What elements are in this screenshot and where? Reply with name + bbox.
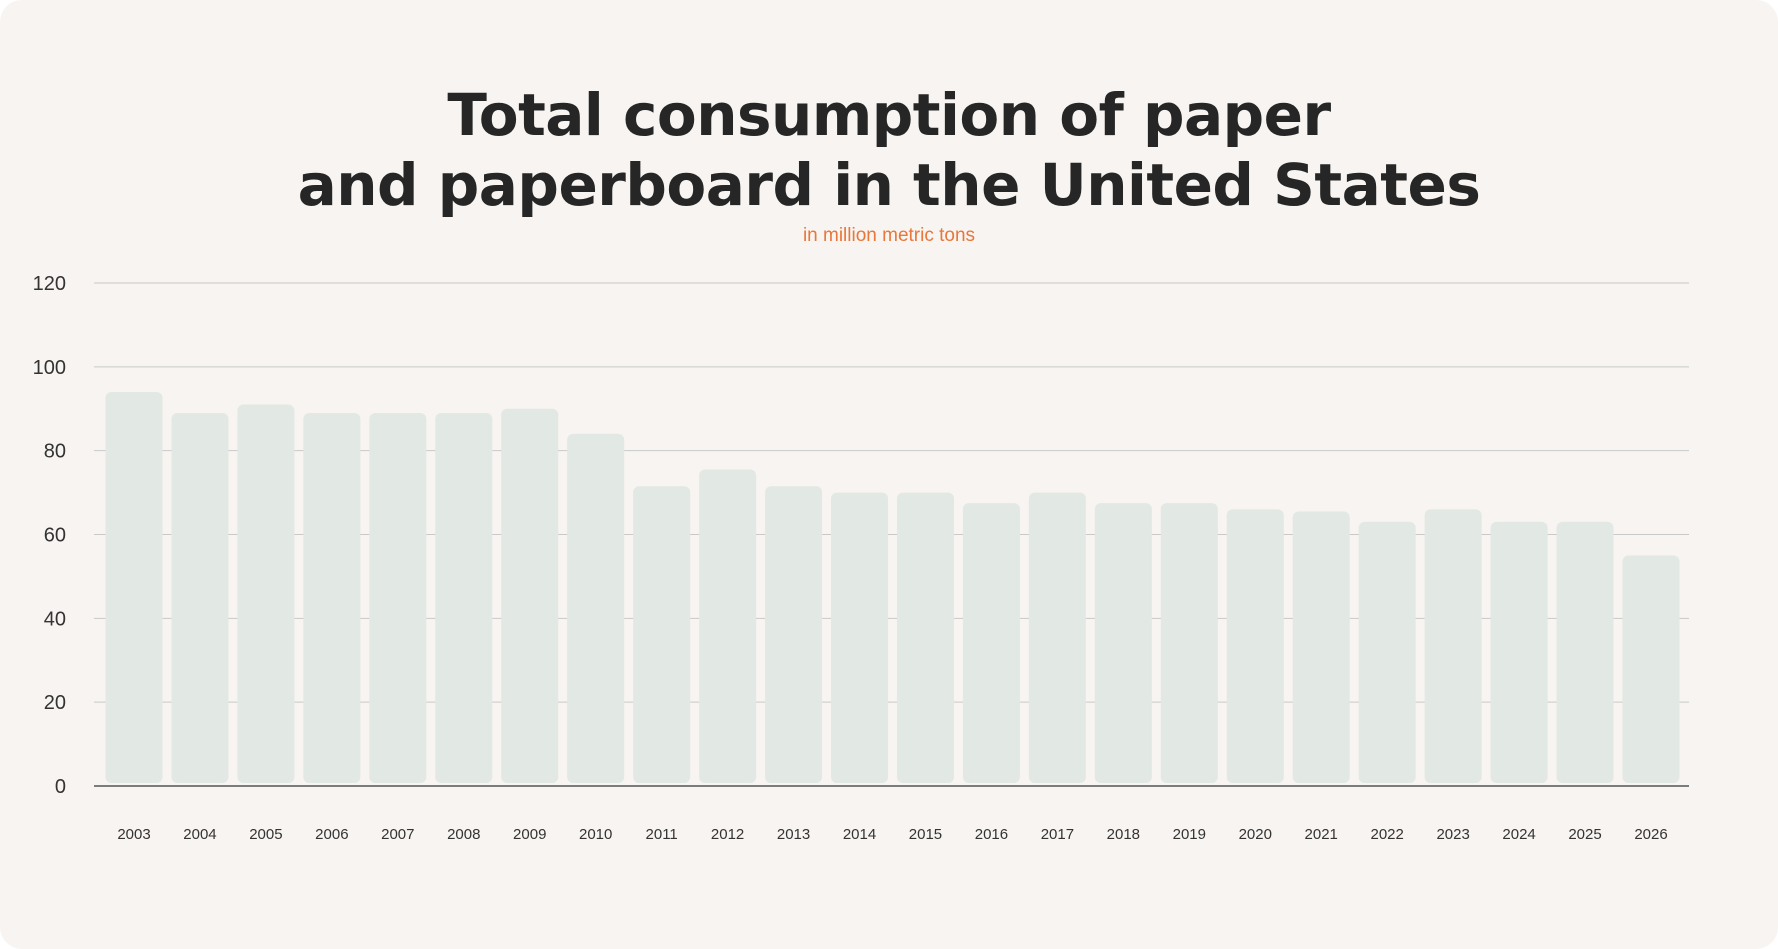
y-tick-label: 80 (44, 441, 66, 463)
x-tick-label: 2016 (975, 826, 1008, 843)
bar (369, 412, 427, 783)
bar (1556, 521, 1614, 783)
x-tick-label: 2022 (1370, 826, 1403, 843)
chart-subtitle: in million metric tons (802, 225, 976, 246)
y-tick-label: 40 (44, 608, 66, 630)
bar (962, 503, 1020, 783)
y-tick-label: 60 (44, 525, 66, 547)
x-tick-label: 2012 (711, 826, 744, 843)
bar (501, 408, 559, 783)
bar (1226, 509, 1284, 783)
bar (1358, 521, 1416, 783)
bar (1622, 555, 1680, 783)
x-tick-label: 2007 (381, 826, 414, 843)
x-tick-label: 2013 (777, 826, 810, 843)
y-tick-label: 0 (55, 776, 66, 798)
x-tick-label: 2003 (117, 826, 150, 843)
x-tick-label: 2021 (1305, 826, 1338, 843)
x-tick-label: 2015 (909, 826, 942, 843)
x-tick-label: 2005 (249, 826, 282, 843)
x-tick-label: 2026 (1634, 826, 1667, 843)
bar (303, 412, 361, 783)
x-tick-label: 2004 (183, 826, 216, 843)
bar (1424, 509, 1482, 783)
x-tick-label: 2023 (1436, 826, 1469, 843)
bar (1094, 503, 1152, 783)
bar (171, 412, 229, 783)
bar (435, 412, 493, 783)
x-tick-label: 2006 (315, 826, 348, 843)
bar (237, 404, 295, 783)
bar (567, 433, 625, 783)
bar (1028, 492, 1086, 783)
bar (896, 492, 954, 783)
x-tick-label: 2018 (1107, 826, 1140, 843)
bar (1292, 511, 1350, 783)
bar (699, 469, 757, 783)
x-tick-label: 2010 (579, 826, 612, 843)
x-tick-label: 2017 (1041, 826, 1074, 843)
bar (1160, 503, 1218, 783)
chart-title-line-2: and paperboard in the United States (297, 151, 1481, 219)
x-tick-label: 2020 (1239, 826, 1272, 843)
x-tick-label: 2025 (1568, 826, 1601, 843)
bar (765, 486, 823, 783)
bar (633, 486, 691, 783)
bar (105, 391, 163, 783)
y-tick-label: 100 (33, 357, 66, 379)
x-tick-label: 2008 (447, 826, 480, 843)
x-tick-label: 2014 (843, 826, 876, 843)
bar (831, 492, 889, 783)
chart-title-line-1: Total consumption of paper (447, 81, 1331, 149)
y-tick-label: 120 (33, 273, 66, 295)
x-tick-label: 2011 (646, 826, 678, 843)
x-tick-label: 2009 (513, 826, 546, 843)
y-tick-label: 20 (44, 692, 66, 714)
bar (1490, 521, 1548, 783)
x-tick-label: 2024 (1502, 826, 1535, 843)
x-tick-label: 2019 (1173, 826, 1206, 843)
